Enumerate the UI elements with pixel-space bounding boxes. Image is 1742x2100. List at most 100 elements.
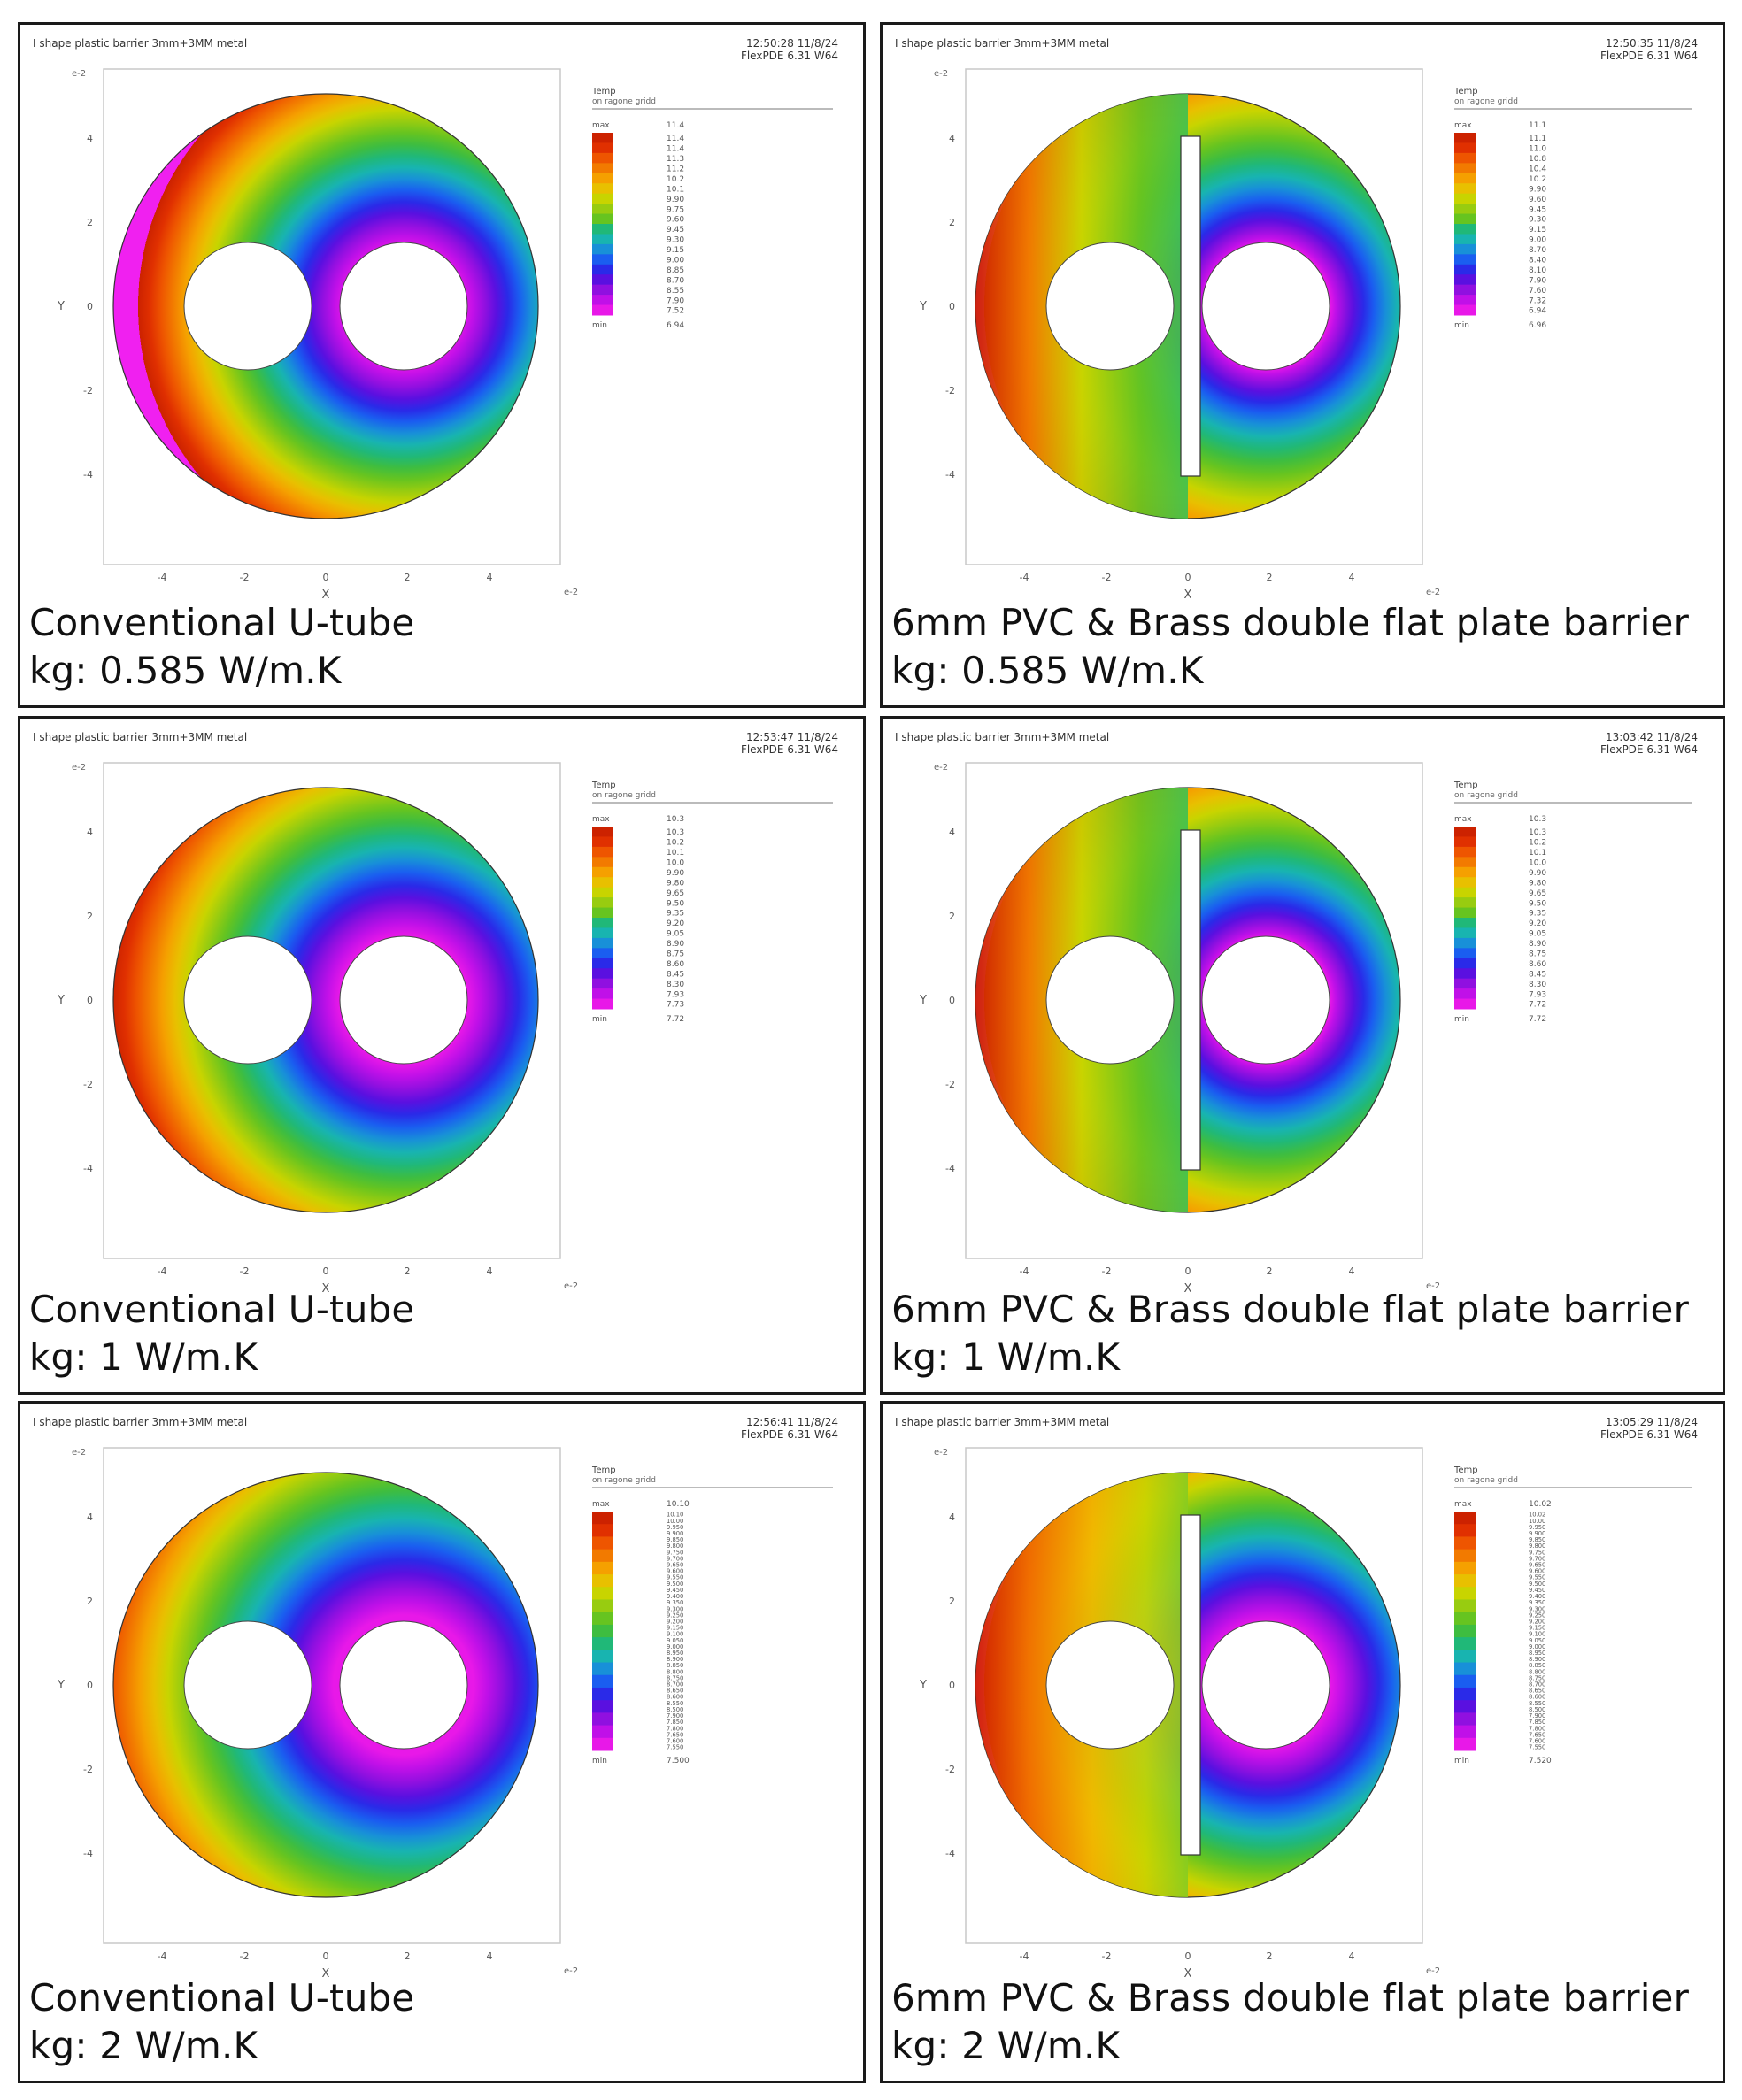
plot-frame [965,762,1423,1259]
legend-value: 7.32 [1529,296,1546,305]
legend-value: 9.900 [667,1530,683,1537]
legend-swatch [1454,827,1476,837]
legend-swatch [1454,1518,1476,1525]
legend-min-value: 6.94 [667,321,684,330]
legend-value: 9.950 [1529,1524,1545,1531]
legend-swatch [592,1574,613,1581]
legend-value: 8.40 [1529,256,1546,265]
legend-swatch [1454,1581,1476,1588]
x-tick-label: 2 [405,1265,411,1277]
x-tick-label: 2 [1267,1950,1273,1962]
legend-max-label: max [592,815,610,824]
legend-value: 7.93 [667,990,684,999]
legend-swatch [592,133,613,143]
legend-swatch [1454,857,1476,868]
x-tick-label: -4 [1020,1265,1029,1277]
legend-value: 8.900 [1529,1656,1545,1663]
pipe-outlet [1201,242,1330,371]
legend-swatch [592,1536,613,1544]
legend-swatch [1454,213,1476,225]
legend-swatch [1454,234,1476,245]
legend-value: 9.450 [1529,1587,1545,1594]
legend-value: 11.4 [667,135,684,143]
legend-value: 9.400 [667,1593,683,1600]
legend-swatch [592,213,613,225]
legend-swatch [592,1567,613,1575]
legend-swatch [592,877,613,888]
x-scale-label: e-2 [1426,588,1440,597]
y-tick-label: 0 [87,995,93,1006]
legend-min-label: min [1454,1757,1469,1765]
x-tick-label: -2 [1102,1950,1112,1962]
x-tick-label: 2 [405,1950,411,1962]
y-tick-label: -4 [945,1848,955,1859]
legend-value: 9.35 [667,910,684,919]
legend-value: 9.45 [667,226,684,235]
y-tick-label: 0 [949,301,955,312]
legend-value: 9.300 [1529,1605,1545,1612]
legend-value: 9.100 [1529,1631,1545,1638]
timestamp-text: 13:03:42 11/8/24 [1606,731,1698,743]
legend-value: 9.00 [667,256,684,265]
software-version: FlexPDE 6.31 W64 [1599,743,1698,756]
legend-swatch [1454,1587,1476,1594]
y-tick-label: 2 [949,217,955,228]
legend-swatch [592,1561,613,1569]
legend-swatch [592,1662,613,1670]
legend-value: 9.35 [1529,910,1546,919]
legend-swatch [1454,866,1476,878]
legend-swatch [1454,836,1476,848]
legend-value: 9.750 [1529,1549,1545,1556]
legend-swatch [592,1631,613,1638]
y-tick-label: 4 [87,827,93,838]
x-tick-label: 2 [1267,1265,1273,1277]
legend-min-label: min [592,321,607,330]
legend-value: 10.3 [1529,828,1546,837]
y-tick-label: 4 [87,133,93,144]
plot-frame [103,1447,561,1944]
borehole-domain [112,93,539,519]
y-tick-label: 2 [87,911,93,922]
barrier-plate [1180,1514,1201,1856]
pipe-inlet [183,935,312,1065]
legend-swatch [1454,1549,1476,1557]
legend-title: Temp [1453,781,1478,790]
legend-swatch [592,1706,613,1713]
legend-swatch [1454,173,1476,184]
legend-swatch [1454,224,1476,235]
y-tick-label: 0 [949,1680,955,1691]
legend-swatch [1454,927,1476,939]
legend-value: 7.550 [667,1744,683,1751]
legend-value: 10.02 [1529,1512,1545,1519]
x-tick-label: 2 [405,572,411,583]
legend-subtitle: on ragone gridd [592,97,656,106]
y-tick-label: 0 [87,301,93,312]
legend-value: 9.60 [1529,196,1546,204]
legend-value: 8.85 [667,266,684,275]
y-tick-label: 2 [949,1596,955,1607]
x-tick-label: -4 [1020,1950,1029,1962]
legend-swatch [592,284,613,296]
legend-min-value: 7.520 [1529,1757,1552,1765]
plot-frame [965,68,1423,565]
legend-swatch [592,937,613,949]
legend-swatch [592,1593,613,1600]
legend-value: 8.60 [1529,960,1546,969]
legend-swatch [1454,1555,1476,1563]
legend-swatch [592,1743,613,1751]
legend-swatch [1454,1605,1476,1613]
x-axis-label: X [1184,1282,1192,1296]
legend-swatch [1454,1631,1476,1638]
legend-swatch [592,295,613,306]
x-axis-label: X [322,588,330,602]
software-version: FlexPDE 6.31 W64 [1599,1428,1698,1441]
y-tick-label: 4 [949,827,955,838]
legend-swatch [1454,1712,1476,1719]
legend-swatch [1454,1706,1476,1713]
legend-swatch [592,274,613,286]
legend-swatch [592,948,613,959]
